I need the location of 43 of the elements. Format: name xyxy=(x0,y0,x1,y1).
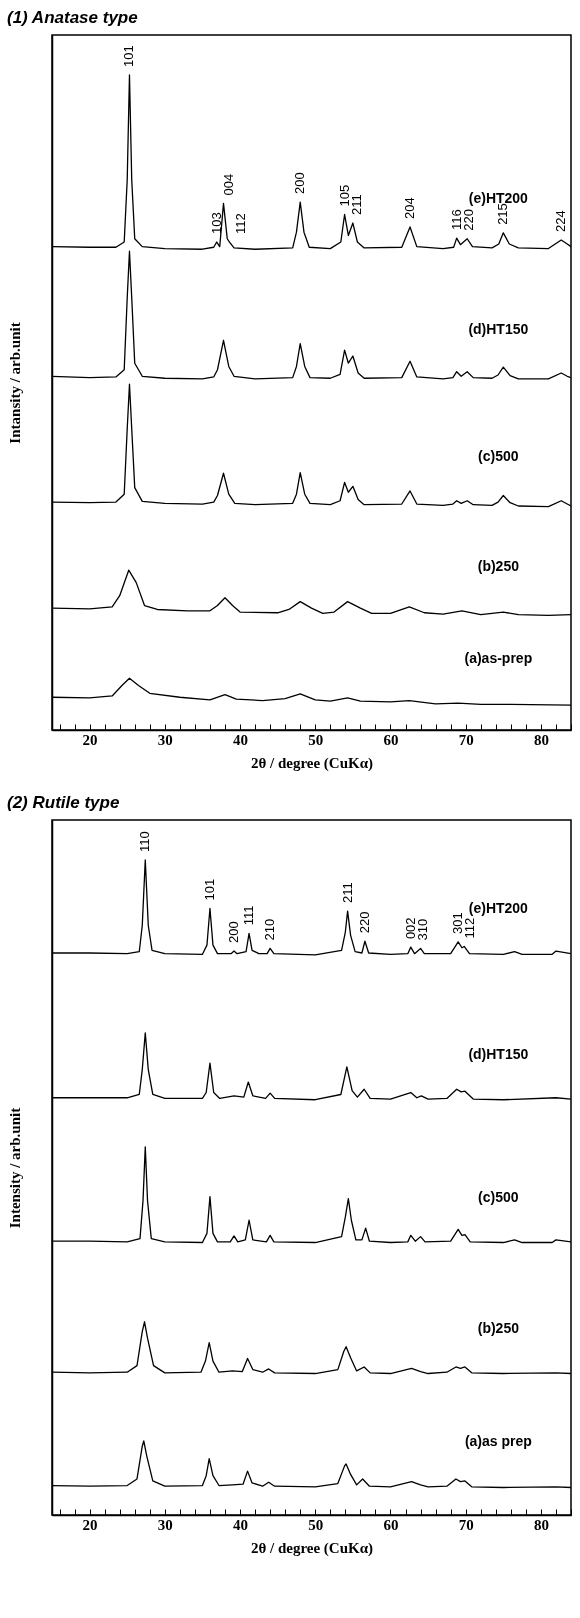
annotation: 224 xyxy=(553,210,569,233)
x-tick-label: 60 xyxy=(383,1516,399,1533)
text: (a)as-prep xyxy=(464,650,533,667)
x-tick-label: 40 xyxy=(233,1516,249,1533)
text: (c)500 xyxy=(478,1188,519,1205)
annotation: 200 xyxy=(292,172,308,195)
x-tick-label: 80 xyxy=(533,731,549,748)
x-axis-title: 2θ / degree (CuKα) xyxy=(250,1539,374,1557)
x-tick-label: 30 xyxy=(157,731,173,748)
annotation: 111 xyxy=(241,905,257,926)
x-tick-label: 70 xyxy=(458,731,474,748)
x-tick-label: 20 xyxy=(82,731,98,748)
x-tick-label: 80 xyxy=(533,1516,549,1533)
annotation: 004 xyxy=(220,173,236,196)
annotation: 200 xyxy=(226,921,242,944)
x-tick-label: 40 xyxy=(233,731,249,748)
annotation: 220 xyxy=(356,911,372,934)
text: (c)500 xyxy=(478,448,519,465)
x-tick-label: 30 xyxy=(157,1516,173,1533)
text: (b)250 xyxy=(477,1319,520,1336)
chart-title: (1) Anatase type xyxy=(7,8,138,27)
text: (d)HT150 xyxy=(468,1045,529,1062)
x-axis-title: 2θ / degree (CuKα) xyxy=(250,754,374,772)
x-tick-label: 60 xyxy=(383,731,399,748)
annotation: 103 xyxy=(208,212,224,235)
annotation: 211 xyxy=(339,882,355,904)
text: (a)as prep xyxy=(464,1433,532,1450)
series-label: (e)HT200 xyxy=(468,900,529,917)
text: (b)250 xyxy=(477,558,520,575)
annotation: 101 xyxy=(121,45,137,67)
x-tick-label: 50 xyxy=(308,731,324,748)
annotation: 110 xyxy=(137,831,153,852)
text: (d)HT150 xyxy=(468,320,529,337)
annotation: 112 xyxy=(232,213,248,235)
annotation: 101 xyxy=(201,878,217,901)
annotation: 210 xyxy=(262,918,278,941)
x-tick-label: 20 xyxy=(82,1516,98,1533)
chart-title: (2) Rutile type xyxy=(7,793,120,812)
y-axis-title: Intansity / arb.unit xyxy=(6,322,23,444)
x-tick-label: 70 xyxy=(458,1516,474,1533)
x-tick-label: 50 xyxy=(308,1516,324,1533)
annotation: 204 xyxy=(402,197,418,219)
y-axis-title: Intensity / arb.unit xyxy=(6,1107,23,1229)
